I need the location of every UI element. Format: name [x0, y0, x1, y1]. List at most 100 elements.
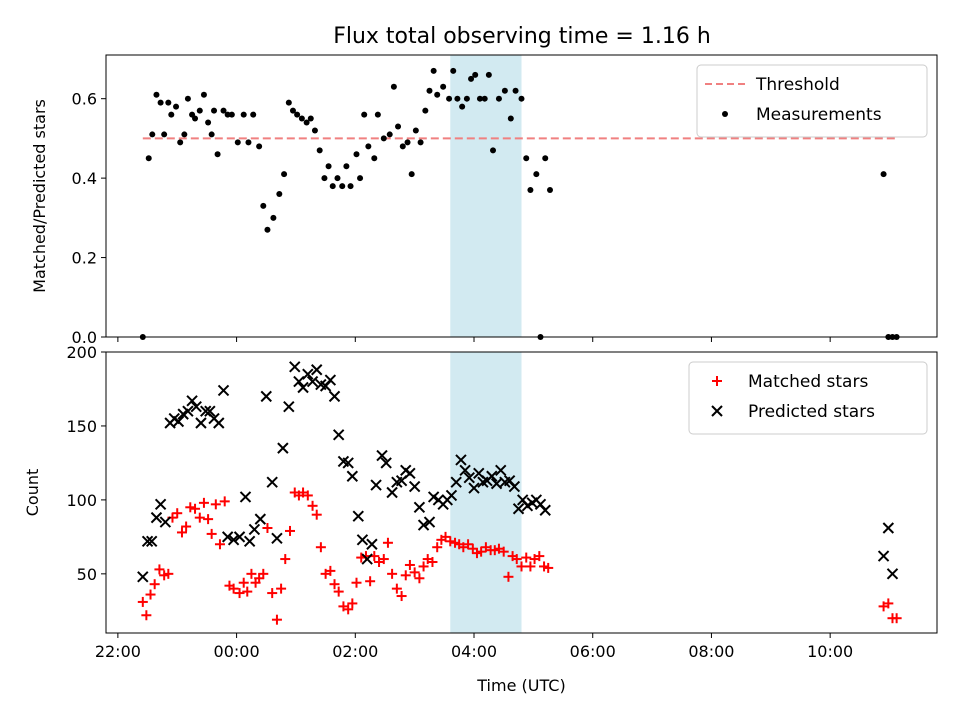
matched-star-point — [418, 561, 429, 572]
predicted-star-point-b — [455, 454, 467, 466]
bottom-legend-marker — [712, 376, 722, 386]
measurement-point — [365, 143, 372, 150]
predicted-star-point — [204, 405, 216, 417]
measurement-point — [422, 107, 429, 114]
predicted-star-point — [277, 442, 289, 454]
measurement-point — [214, 151, 221, 158]
predicted-star-point — [172, 415, 185, 428]
measurement-point — [446, 95, 453, 102]
measurement-point — [307, 115, 314, 122]
matched-star-point — [141, 610, 152, 621]
measurement-point — [361, 111, 368, 118]
predicted-star-point-b — [342, 457, 354, 469]
measurement-point — [260, 202, 267, 209]
measurement-point — [468, 75, 475, 82]
measurement-point — [450, 67, 457, 74]
predicted-star-point-b — [186, 395, 198, 407]
predicted-star-point — [459, 464, 471, 477]
matched-star-point — [176, 527, 187, 538]
measurement-point — [205, 119, 212, 126]
predicted-star-point — [882, 522, 895, 534]
predicted-star-point-b — [450, 476, 462, 488]
predicted-star-point-b — [260, 390, 272, 403]
matched-star-point — [387, 568, 398, 579]
matched-star-point — [891, 613, 902, 624]
matched-star-point — [219, 496, 230, 507]
matched-star-point — [311, 509, 322, 520]
measurement-point — [476, 95, 483, 102]
measurement-point — [281, 171, 288, 178]
matched-star-point — [172, 508, 183, 519]
bottom-y-tick-label: 100 — [66, 491, 97, 510]
matched-star-point — [163, 568, 174, 579]
predicted-star-point — [150, 511, 163, 524]
predicted-star-point-b — [283, 401, 295, 413]
predicted-star-point-b — [352, 510, 364, 522]
measurement-point — [490, 147, 497, 154]
measurement-point — [390, 83, 397, 90]
top-legend-label: Threshold — [755, 75, 840, 95]
bottom-legend-marker-b — [711, 405, 723, 417]
measurement-point — [523, 155, 530, 162]
predicted-star-point — [324, 374, 337, 386]
predicted-star-point — [455, 454, 467, 466]
matched-star-point — [181, 521, 192, 532]
matched-star-point — [516, 561, 527, 572]
matched-star-point — [427, 557, 438, 568]
measurement-point — [149, 131, 156, 138]
measurement-point — [399, 143, 406, 150]
matched-star-point — [404, 559, 415, 570]
measurement-point — [408, 171, 415, 178]
predicted-star-point-b — [490, 477, 503, 490]
measurement-point — [417, 139, 424, 146]
predicted-star-point-b — [473, 467, 485, 479]
predicted-star-point-b — [302, 368, 314, 380]
matched-star-point — [280, 554, 291, 565]
measurement-point — [527, 187, 534, 194]
predicted-star-point-b — [380, 457, 392, 469]
bottom-x-tick-label: 08:00 — [688, 642, 734, 661]
predicted-star-point-b — [297, 381, 309, 394]
predicted-star-point — [376, 449, 388, 462]
predicted-star-point — [221, 531, 234, 543]
predicted-star-point — [380, 457, 392, 469]
predicted-star-point-b — [239, 491, 252, 503]
matched-star-point — [315, 542, 326, 553]
top-highlight-span — [450, 55, 522, 337]
predicted-star-point-b — [159, 516, 172, 528]
matched-star-point — [285, 525, 296, 536]
measurement-point — [533, 171, 540, 178]
bottom-x-tick-label: 02:00 — [332, 642, 378, 661]
predicted-star-point-b — [361, 553, 373, 565]
measurement-point — [321, 175, 328, 182]
matched-star-point — [137, 596, 148, 607]
matched-star-point — [463, 539, 474, 550]
measurement-point — [507, 115, 514, 122]
predicted-star-point-b — [204, 405, 216, 417]
matched-star-point — [302, 490, 313, 501]
matched-star-point — [307, 500, 318, 511]
measurement-point — [880, 171, 887, 178]
predicted-star-point-b — [463, 472, 475, 484]
predicted-star-point-b — [516, 494, 529, 506]
measurement-point — [165, 99, 172, 106]
bottom-axes-frame — [105, 351, 938, 634]
top-legend-label: Measurements — [756, 105, 882, 125]
predicted-star-point-b — [306, 375, 319, 388]
measurement-point — [153, 91, 160, 98]
predicted-star-point — [213, 417, 225, 429]
predicted-star-point — [512, 503, 525, 515]
predicted-star-point-b — [248, 523, 261, 536]
measurement-point — [316, 147, 323, 154]
predicted-star-point-b — [877, 550, 890, 562]
matched-star-point — [525, 561, 536, 572]
matched-star-point — [343, 604, 354, 615]
predicted-star-point — [328, 390, 341, 403]
predicted-star-point — [370, 479, 382, 491]
bottom-x-tick-label: 22:00 — [95, 642, 141, 661]
predicted-star-point-b — [311, 364, 323, 376]
measurement-point — [200, 91, 207, 98]
measurement-point — [220, 107, 227, 114]
measurement-point — [168, 111, 175, 118]
measurement-point — [334, 175, 341, 182]
